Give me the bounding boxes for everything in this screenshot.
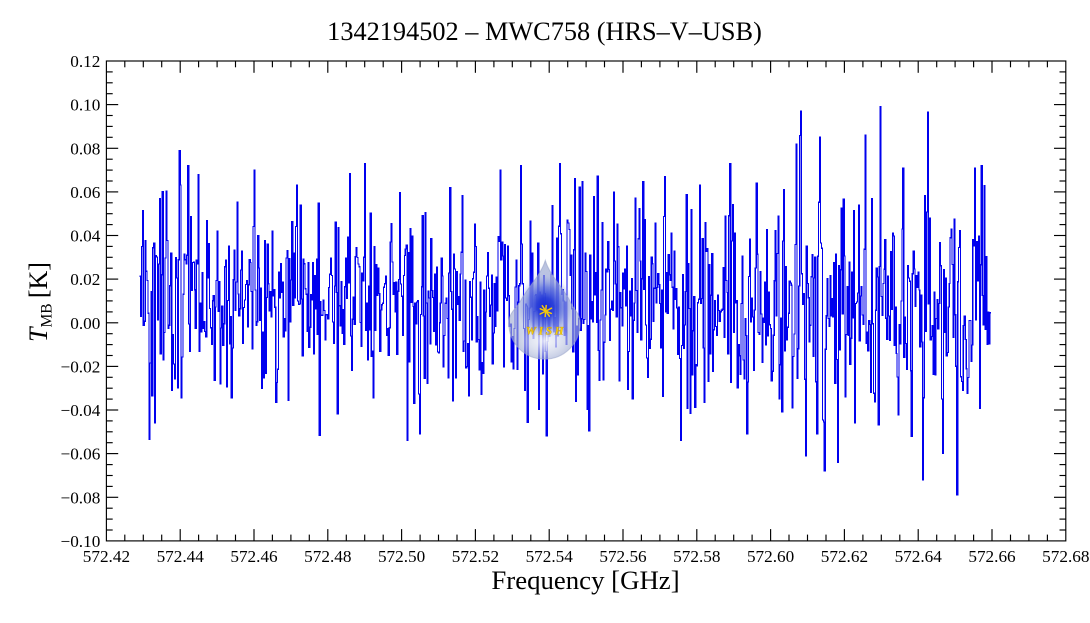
svg-text:0.12: 0.12 [70,52,100,71]
svg-text:WISH: WISH [526,326,566,338]
svg-text:0.10: 0.10 [70,96,100,115]
svg-text:−0.08: −0.08 [61,488,101,507]
svg-text:0.06: 0.06 [70,183,100,202]
svg-text:−0.04: −0.04 [61,401,101,420]
svg-text:0.08: 0.08 [70,139,100,158]
svg-text:572.56: 572.56 [599,547,647,566]
svg-text:Frequency [GHz]: Frequency [GHz] [491,565,679,595]
svg-text:572.50: 572.50 [378,547,425,566]
svg-text:TMB [K]: TMB [K] [24,262,56,342]
svg-text:572.58: 572.58 [673,547,720,566]
svg-text:572.48: 572.48 [304,547,351,566]
svg-text:0.04: 0.04 [70,227,100,246]
svg-text:572.46: 572.46 [230,547,278,566]
svg-text:−0.10: −0.10 [61,532,101,551]
svg-text:572.52: 572.52 [452,547,499,566]
svg-text:0.02: 0.02 [70,270,100,289]
svg-text:572.68: 572.68 [1042,547,1089,566]
svg-text:572.42: 572.42 [83,547,130,566]
svg-text:−0.06: −0.06 [61,445,101,464]
svg-text:572.54: 572.54 [526,547,574,566]
svg-text:572.44: 572.44 [157,547,205,566]
svg-text:572.60: 572.60 [747,547,794,566]
svg-text:0.00: 0.00 [70,314,100,333]
svg-text:−0.02: −0.02 [61,358,101,377]
svg-text:572.64: 572.64 [895,547,943,566]
svg-text:1342194502 – MWC758 (HRS–V–USB: 1342194502 – MWC758 (HRS–V–USB) [327,17,762,46]
svg-text:572.66: 572.66 [968,547,1016,566]
svg-text:572.62: 572.62 [821,547,868,566]
